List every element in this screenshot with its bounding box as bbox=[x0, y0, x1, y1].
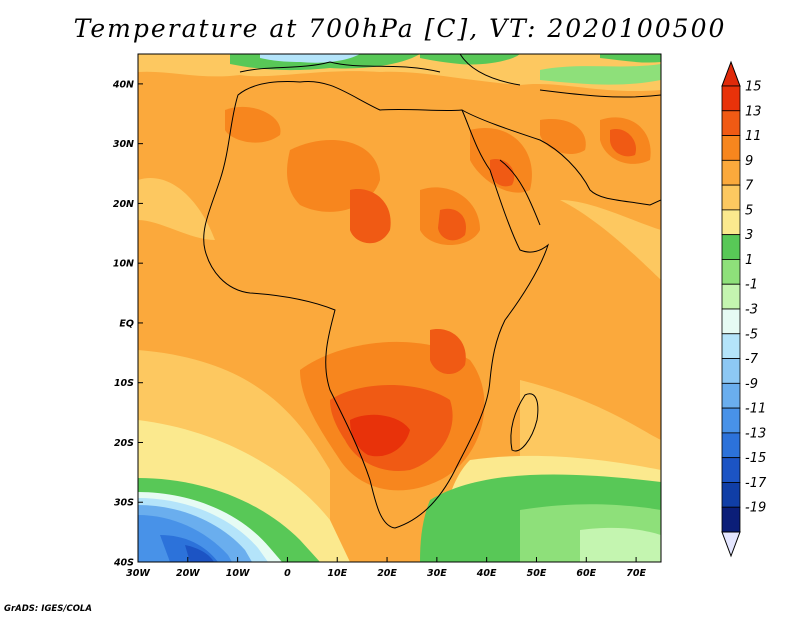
colorbar-label: -1 bbox=[745, 278, 758, 293]
colorbar-label: -19 bbox=[745, 501, 766, 516]
lat-tick-label: 20S bbox=[114, 438, 134, 449]
lon-tick-label: 70E bbox=[626, 568, 646, 579]
lat-tick-label: 20N bbox=[113, 199, 134, 210]
colorbar-label: 15 bbox=[745, 80, 762, 95]
colorbar-swatch bbox=[721, 432, 741, 459]
coastlines bbox=[203, 54, 661, 529]
colorbar-label: -15 bbox=[745, 451, 766, 466]
lon-tick-label: 40E bbox=[476, 568, 497, 579]
colorbar-label: 5 bbox=[745, 203, 753, 218]
temperature-field bbox=[138, 54, 661, 562]
lat-tick-label: 30N bbox=[113, 139, 134, 150]
colorbar-label: -3 bbox=[745, 303, 758, 318]
credit-text: GrADS: IGES/COLA bbox=[4, 604, 92, 614]
colorbar-swatch bbox=[721, 358, 741, 384]
lat-tick-label: 10S bbox=[114, 378, 134, 389]
colorbar-swatch bbox=[721, 457, 741, 483]
colorbar-swatch bbox=[721, 209, 741, 236]
lat-tick-label: EQ bbox=[119, 318, 134, 329]
colorbar-label: -17 bbox=[745, 476, 767, 491]
colorbar-swatch bbox=[721, 184, 741, 211]
colorbar-swatch bbox=[721, 234, 741, 260]
colorbar-swatch bbox=[721, 259, 741, 285]
lon-tick-label: 30E bbox=[427, 568, 447, 579]
lon-tick-label: 10E bbox=[327, 568, 347, 579]
colorbar-swatch bbox=[721, 85, 741, 112]
lat-tick-label: 40N bbox=[112, 79, 134, 90]
lon-tick-label: 20E bbox=[377, 568, 397, 579]
colorbar-label: 3 bbox=[745, 228, 753, 243]
colorbar-swatch bbox=[721, 482, 741, 508]
colorbar-swatch bbox=[721, 333, 741, 359]
colorbar-swatch bbox=[721, 110, 741, 136]
colorbar-label: 11 bbox=[745, 129, 762, 144]
lat-tick-label: 30S bbox=[114, 498, 134, 509]
lon-tick-label: 60E bbox=[576, 568, 596, 579]
lon-tick-label: 0 bbox=[284, 568, 291, 579]
colorbar-swatch bbox=[721, 159, 741, 186]
colorbar-bottom-arrow bbox=[721, 531, 741, 558]
colorbar-label: -9 bbox=[745, 377, 758, 392]
plot-frame bbox=[137, 53, 662, 563]
axis-ticks-lon: 30W 20W 10W 0 10E 20E 30E 40E 50E 60E 70E bbox=[126, 557, 646, 579]
colorbar-top-arrow bbox=[721, 60, 741, 87]
colorbar-label: 9 bbox=[745, 154, 753, 169]
colorbar-swatch bbox=[721, 382, 741, 409]
lon-tick-label: 50E bbox=[527, 568, 547, 579]
colorbar-label: -11 bbox=[745, 402, 766, 417]
colorbar-swatch bbox=[721, 308, 741, 335]
colorbar-swatch bbox=[721, 135, 741, 161]
colorbar-label: 7 bbox=[745, 179, 754, 194]
lat-tick-label: 10N bbox=[113, 259, 134, 270]
colorbar-swatch bbox=[721, 283, 741, 310]
colorbar-label: -7 bbox=[745, 352, 759, 367]
colorbar-swatch bbox=[721, 407, 741, 434]
lon-tick-label: 30W bbox=[126, 568, 150, 579]
lat-tick-label: 40S bbox=[113, 558, 134, 569]
colorbar-label: 1 bbox=[745, 253, 753, 268]
chart-title: Temperature at 700hPa [C], VT: 202010050… bbox=[73, 14, 727, 43]
colorbar-label: -13 bbox=[745, 426, 766, 441]
colorbar-label: -5 bbox=[745, 327, 758, 342]
lon-tick-label: 20W bbox=[176, 568, 200, 579]
colorbar-swatch bbox=[721, 506, 741, 533]
colorbar: 15 13 11 9 7 5 3 1 -1 -3 -5 -7 -9 -11 -13 -15 -17 -19 bbox=[721, 60, 767, 558]
lon-tick-label: 10W bbox=[226, 568, 250, 579]
colorbar-label: 13 bbox=[745, 104, 762, 119]
